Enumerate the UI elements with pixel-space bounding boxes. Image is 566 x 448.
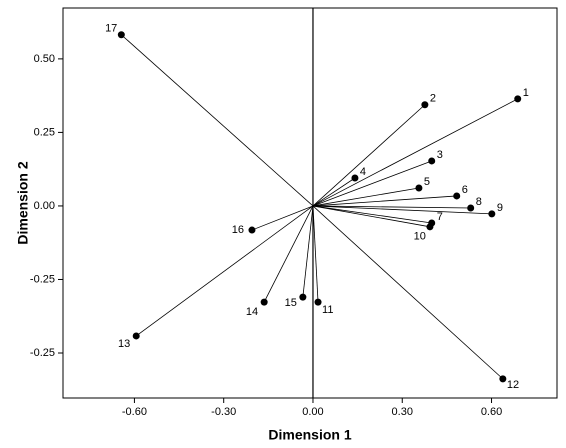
vector (312, 205, 319, 303)
point (499, 375, 507, 383)
point (132, 332, 140, 340)
vector (302, 205, 314, 298)
vector (312, 187, 419, 207)
y-tick-label: -0.25 (30, 347, 55, 359)
y-tick-label: 0.00 (34, 200, 55, 212)
y-tick-label: 0.25 (34, 126, 55, 138)
vector (312, 98, 518, 207)
point-label: 9 (497, 202, 503, 214)
point-label: 15 (285, 297, 297, 309)
point-label: 4 (360, 166, 366, 178)
point (514, 95, 522, 103)
vector (312, 160, 432, 207)
point (467, 204, 475, 212)
point (415, 184, 423, 192)
point-label: 16 (232, 224, 244, 236)
point-label: 11 (322, 304, 333, 316)
x-tick-label: 0.60 (481, 406, 502, 418)
y-tick-label: -0.25 (30, 273, 55, 285)
point (428, 157, 436, 165)
vector (263, 205, 314, 303)
x-tick-label: -0.60 (122, 406, 147, 418)
point-label: 6 (462, 184, 468, 196)
point-label: 7 (437, 211, 443, 223)
point-label: 3 (437, 149, 443, 161)
vector (135, 205, 314, 337)
point-label: 12 (507, 379, 519, 391)
y-tick-label: 0.50 (34, 53, 55, 65)
point-label: 1 (523, 87, 529, 99)
vector (312, 205, 492, 215)
y-axis-title: Dimension 2 (15, 161, 31, 244)
point (351, 174, 359, 182)
vector (312, 205, 430, 228)
point (314, 298, 322, 306)
point (488, 210, 496, 218)
x-tick-label: -0.30 (211, 406, 236, 418)
point (260, 298, 268, 306)
vector (312, 104, 426, 207)
point-label: 5 (424, 176, 430, 188)
vector (312, 205, 471, 209)
point-label: 8 (476, 196, 482, 208)
vector (312, 195, 457, 207)
plot-frame (62, 7, 558, 399)
x-tick-label: 0.30 (392, 406, 413, 418)
vector (312, 205, 504, 380)
point (248, 226, 256, 234)
point (117, 31, 125, 39)
point (426, 223, 434, 231)
vector (121, 34, 314, 207)
point-label: 2 (430, 93, 436, 105)
point-label: 14 (246, 306, 258, 318)
point (453, 192, 461, 200)
point-label: 13 (118, 338, 130, 350)
point-label: 17 (105, 23, 117, 35)
x-tick-label: 0.00 (302, 406, 323, 418)
vector (312, 205, 432, 224)
vector (251, 205, 314, 231)
vector (312, 177, 356, 207)
point (421, 101, 429, 109)
x-axis-title: Dimension 1 (268, 427, 351, 443)
point-label: 10 (414, 231, 426, 243)
point (299, 293, 307, 301)
